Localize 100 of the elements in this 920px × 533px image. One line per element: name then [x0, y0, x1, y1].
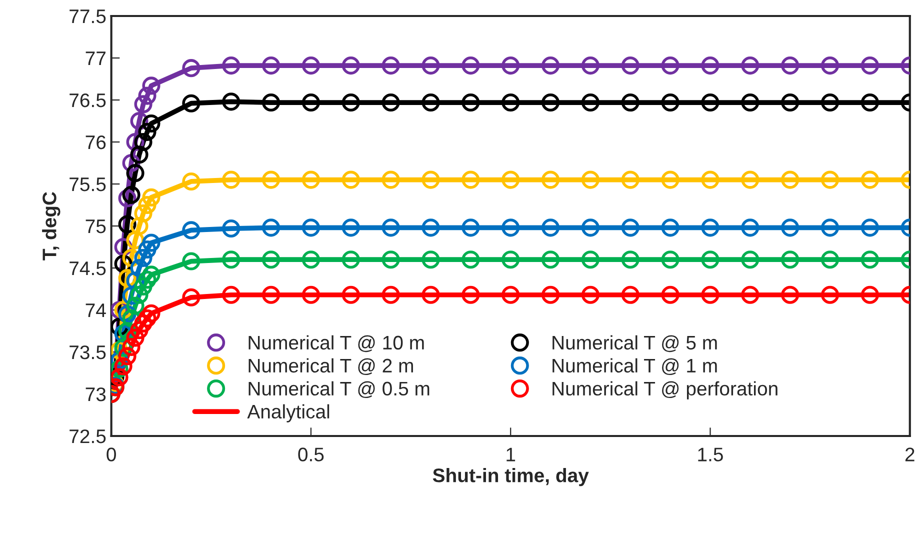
point: [342, 286, 360, 304]
point: [302, 286, 320, 304]
point: [701, 286, 720, 304]
point: [820, 218, 840, 237]
point: [661, 170, 680, 189]
point: [422, 286, 440, 304]
point: [126, 164, 144, 182]
y-tick-label: 74.5: [70, 262, 106, 276]
point: [130, 146, 148, 164]
point: [262, 286, 280, 304]
point: [621, 170, 640, 189]
point: [134, 277, 152, 296]
point: [182, 59, 200, 78]
point: [581, 286, 600, 304]
x-tick-label: 1: [506, 448, 516, 462]
point: [126, 296, 144, 315]
point: [741, 170, 760, 189]
y-tick-label: 77: [86, 52, 106, 66]
point: [860, 286, 879, 304]
point: [820, 93, 840, 112]
point: [661, 93, 680, 112]
point: [422, 218, 440, 237]
y-tick-label: 75: [86, 220, 106, 234]
point: [142, 234, 160, 252]
point: [342, 250, 360, 269]
point: [222, 170, 240, 189]
point: [542, 170, 560, 189]
point: [138, 86, 156, 105]
point: [701, 250, 720, 269]
point: [382, 218, 400, 237]
point: [138, 122, 156, 141]
point: [134, 132, 152, 152]
point: [262, 218, 280, 237]
point: [262, 170, 280, 189]
point: [701, 170, 720, 189]
legend-label: Numerical T @ 1 m: [552, 358, 717, 376]
legend-label: Analytical: [247, 404, 330, 422]
point: [138, 240, 156, 259]
point: [502, 56, 520, 75]
point: [302, 56, 320, 75]
point: [661, 286, 680, 304]
point: [302, 218, 320, 237]
point: [621, 250, 640, 269]
point: [134, 204, 152, 222]
point: [701, 93, 720, 112]
point: [138, 196, 156, 214]
x-tick-label: 0: [106, 448, 116, 462]
point: [860, 56, 879, 75]
point: [222, 92, 240, 111]
point: [111, 368, 128, 386]
point: [222, 56, 240, 75]
point: [382, 56, 400, 75]
legend-label: Numerical T @ 10 m: [248, 335, 424, 352]
point: [134, 314, 152, 332]
point: [130, 321, 148, 340]
point: [382, 250, 400, 269]
point: [820, 286, 840, 304]
point: [542, 250, 560, 269]
point: [820, 56, 840, 75]
point: [781, 218, 800, 237]
point: [781, 56, 800, 75]
point: [382, 170, 400, 189]
point: [701, 56, 720, 75]
point: [502, 93, 520, 112]
legend-label: Numerical T @ perforation: [552, 381, 778, 400]
point: [661, 250, 680, 269]
point: [741, 93, 760, 112]
point: [302, 170, 320, 189]
point: [621, 218, 640, 237]
point: [621, 286, 640, 304]
point: [502, 250, 520, 269]
point: [122, 338, 140, 356]
point: [114, 357, 132, 376]
x-tick-label: 1.5: [698, 448, 723, 462]
point: [182, 94, 200, 112]
point: [860, 93, 879, 112]
point: [462, 286, 480, 304]
point: [860, 218, 879, 237]
point: [142, 114, 160, 133]
point: [262, 93, 280, 112]
point: [502, 286, 520, 304]
point: [621, 93, 640, 112]
point: [182, 221, 200, 240]
point: [142, 188, 160, 206]
point: [342, 170, 360, 189]
point: [126, 328, 144, 347]
y-tick-label: 76.5: [70, 93, 106, 108]
legend-label: Numerical T @ 2 m: [248, 358, 413, 376]
point: [860, 170, 879, 189]
point: [462, 218, 480, 237]
y-tick-label: 73: [86, 387, 106, 402]
y-tick-label: 72.5: [70, 429, 106, 444]
point: [134, 248, 152, 267]
point: [581, 93, 600, 112]
point: [422, 250, 440, 269]
point: [302, 250, 320, 269]
legend-label: Numerical T @ 5 m: [552, 335, 717, 352]
y-tick-label: 75.5: [70, 178, 106, 192]
y-tick-label: 77.5: [70, 10, 106, 24]
point: [138, 309, 156, 328]
